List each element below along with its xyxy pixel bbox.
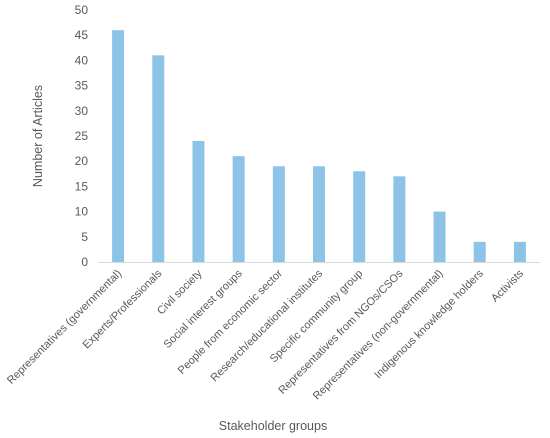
y-tick-label: 40 — [75, 53, 89, 67]
bar — [232, 156, 245, 262]
bar — [433, 211, 446, 262]
y-tick-label: 0 — [81, 255, 88, 269]
y-tick-label: 45 — [75, 28, 89, 42]
bar — [313, 166, 325, 262]
bar — [112, 30, 125, 262]
x-axis-tick-labels: Representatives (governmental)Experts/Pr… — [5, 267, 526, 402]
x-tick-label: Experts/Professionals — [81, 267, 165, 351]
y-axis-title: Number of Articles — [31, 85, 45, 187]
x-axis-title: Stakeholder groups — [219, 419, 327, 433]
bar — [513, 241, 526, 262]
x-tick-label: Social interest groups — [161, 267, 245, 351]
y-tick-label: 35 — [75, 79, 89, 93]
x-tick-label: Activists — [489, 267, 526, 304]
bar — [353, 171, 366, 262]
y-tick-label: 25 — [75, 129, 89, 143]
bar — [393, 176, 406, 262]
y-axis-ticks: 0 5 10 15 20 25 30 35 40 45 50 — [75, 3, 89, 269]
y-tick-label: 10 — [75, 205, 89, 219]
bar — [192, 141, 205, 262]
bar — [473, 241, 486, 262]
y-tick-label: 15 — [75, 179, 89, 193]
y-tick-label: 5 — [81, 230, 88, 244]
bars — [112, 30, 526, 262]
y-tick-label: 20 — [75, 154, 89, 168]
y-tick-label: 30 — [75, 104, 89, 118]
y-tick-label: 50 — [75, 3, 89, 17]
bar — [152, 55, 165, 262]
bar — [272, 166, 285, 262]
